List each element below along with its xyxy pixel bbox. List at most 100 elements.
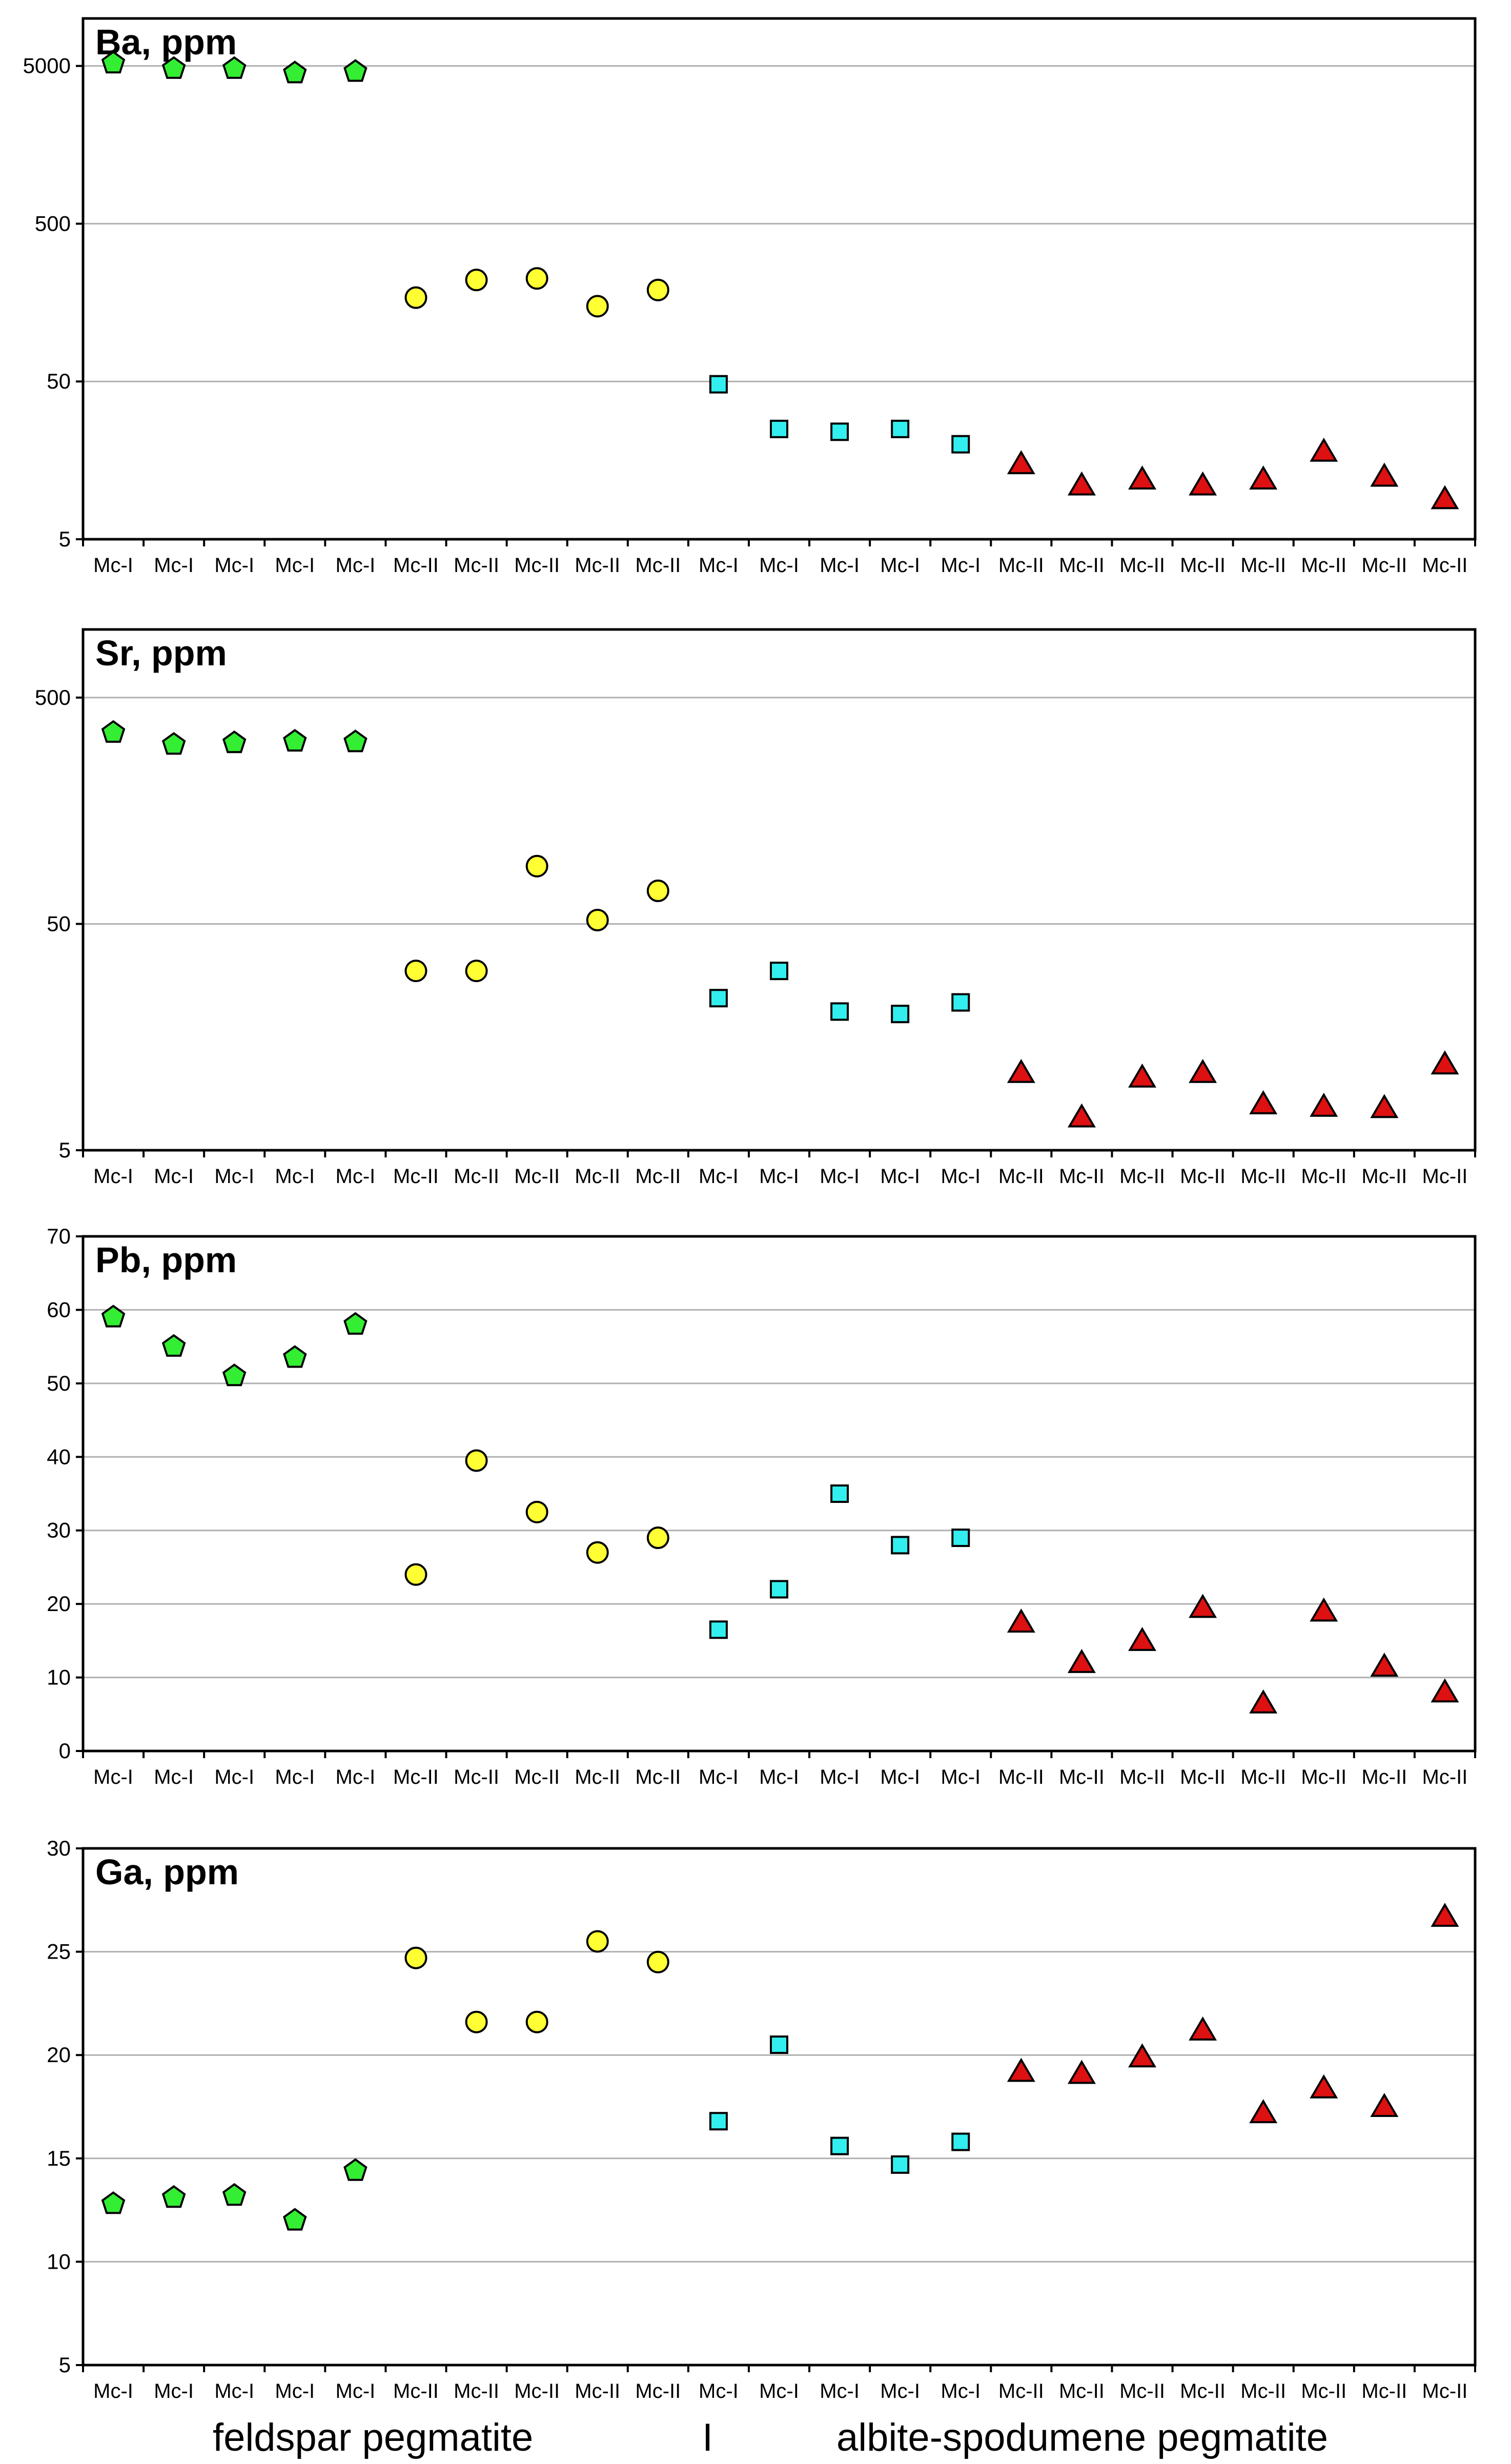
y-tick-label-4: 25 bbox=[47, 1940, 71, 1964]
y-tick-label-3: 5000 bbox=[23, 54, 71, 78]
data-point-square-14 bbox=[951, 1529, 970, 1547]
x-tick-label-1: Mc-I bbox=[154, 2380, 194, 2402]
data-point-pentagon-3 bbox=[283, 729, 307, 752]
x-tick-label-12: Mc-I bbox=[820, 2380, 860, 2402]
x-tick-label-2: Mc-I bbox=[214, 1165, 254, 1188]
x-tick-label-18: Mc-II bbox=[1180, 2380, 1226, 2402]
x-tick-label-17: Mc-II bbox=[1119, 1766, 1165, 1788]
x-tick-label-3: Mc-I bbox=[275, 1766, 315, 1788]
y-tick-label-5: 50 bbox=[47, 1371, 71, 1395]
x-tick-label-6: Mc-II bbox=[454, 1165, 499, 1188]
x-tick-label-7: Mc-II bbox=[514, 1165, 560, 1188]
data-point-circle-8 bbox=[586, 1541, 609, 1564]
y-tick-label-2: 500 bbox=[35, 211, 71, 235]
data-point-triangle-17 bbox=[1128, 1626, 1157, 1651]
x-tick-label-18: Mc-II bbox=[1180, 554, 1226, 577]
series-3 bbox=[1007, 1050, 1459, 1128]
data-point-pentagon-3 bbox=[283, 60, 307, 84]
x-tick-label-5: Mc-II bbox=[393, 1766, 439, 1788]
data-point-circle-5 bbox=[404, 960, 427, 983]
series-3 bbox=[1007, 1594, 1459, 1714]
data-point-circle-5 bbox=[404, 1946, 427, 1969]
data-point-triangle-16 bbox=[1067, 471, 1096, 496]
y-tick-label-3: 20 bbox=[47, 2043, 71, 2067]
data-point-triangle-15 bbox=[1007, 2058, 1035, 2082]
x-tick-label-13: Mc-I bbox=[880, 1766, 920, 1788]
y-tick-label-4: 40 bbox=[47, 1444, 71, 1469]
x-tick-label-12: Mc-I bbox=[820, 1165, 860, 1188]
data-point-triangle-16 bbox=[1067, 1103, 1096, 1128]
chart-panel-0: 5 50 500 5000 Mc-I Mc-I Mc-I Mc-I Mc-I Mc-II Mc-II… bbox=[23, 17, 1477, 577]
data-point-square-11 bbox=[770, 962, 788, 981]
x-tick-label-22: Mc-II bbox=[1422, 554, 1468, 577]
x-tick-label-16: Mc-II bbox=[1059, 1165, 1105, 1188]
data-point-circle-9 bbox=[646, 879, 669, 902]
x-tick-label-4: Mc-I bbox=[336, 554, 376, 577]
x-tick-label-13: Mc-I bbox=[880, 1165, 920, 1188]
y-tick-label-0: 5 bbox=[59, 527, 71, 551]
data-point-triangle-21 bbox=[1370, 1094, 1399, 1118]
data-point-pentagon-0 bbox=[101, 1305, 126, 1328]
data-point-square-12 bbox=[830, 1002, 849, 1021]
series-0 bbox=[101, 720, 367, 755]
series-1 bbox=[404, 1449, 669, 1586]
chart-title: Pb, ppm bbox=[95, 1240, 237, 1280]
x-tick-label-5: Mc-II bbox=[393, 1165, 439, 1188]
data-point-triangle-20 bbox=[1310, 1092, 1338, 1117]
data-point-pentagon-0 bbox=[101, 50, 126, 74]
x-tick-label-19: Mc-II bbox=[1240, 1165, 1286, 1188]
data-point-square-10 bbox=[709, 2112, 728, 2131]
data-point-triangle-15 bbox=[1007, 450, 1035, 475]
x-tick-label-15: Mc-II bbox=[998, 1165, 1044, 1188]
x-tick-label-8: Mc-II bbox=[575, 1165, 620, 1188]
series-2 bbox=[709, 1484, 970, 1639]
x-tick-label-10: Mc-I bbox=[699, 1766, 739, 1788]
x-tick-label-19: Mc-II bbox=[1240, 2380, 1286, 2402]
data-point-circle-6 bbox=[465, 2010, 488, 2033]
data-point-triangle-17 bbox=[1128, 1063, 1157, 1088]
y-tick-label-1: 50 bbox=[47, 369, 71, 393]
data-point-pentagon-1 bbox=[161, 56, 186, 79]
x-tick-label-11: Mc-I bbox=[759, 1165, 799, 1188]
data-point-pentagon-0 bbox=[101, 720, 126, 743]
x-tick-label-22: Mc-II bbox=[1422, 2380, 1468, 2402]
chart-title: Ga, ppm bbox=[95, 1852, 239, 1892]
x-tick-label-2: Mc-I bbox=[214, 2380, 254, 2402]
series-1 bbox=[404, 267, 669, 318]
data-point-circle-7 bbox=[525, 854, 548, 878]
plot-frame bbox=[81, 1235, 1477, 1753]
y-tick-label-7: 70 bbox=[47, 1224, 71, 1248]
x-tick-label-1: Mc-I bbox=[154, 1165, 194, 1188]
x-tick-label-20: Mc-II bbox=[1301, 554, 1346, 577]
x-tick-label-0: Mc-I bbox=[93, 554, 133, 577]
data-point-triangle-22 bbox=[1431, 485, 1459, 510]
albite-spodumene-pegmatite-label: albite-spodumene pegmatite bbox=[836, 2416, 1329, 2459]
x-tick-label-22: Mc-II bbox=[1422, 1766, 1468, 1788]
x-tick-label-10: Mc-I bbox=[699, 1165, 739, 1188]
series-1 bbox=[404, 1930, 669, 2033]
chart-title: Sr, ppm bbox=[95, 633, 227, 673]
y-tick-label-0: 0 bbox=[59, 1739, 71, 1763]
data-point-circle-9 bbox=[646, 1950, 669, 1973]
x-tick-label-5: Mc-II bbox=[393, 2380, 439, 2402]
x-tick-label-12: Mc-I bbox=[820, 554, 860, 577]
x-tick-label-19: Mc-II bbox=[1240, 554, 1286, 577]
x-tick-label-9: Mc-II bbox=[635, 1766, 681, 1788]
x-tick-label-7: Mc-II bbox=[514, 1766, 560, 1788]
data-point-circle-5 bbox=[404, 286, 427, 309]
x-tick-label-11: Mc-I bbox=[759, 554, 799, 577]
series-3 bbox=[1007, 437, 1459, 510]
series-3 bbox=[1007, 1903, 1459, 2124]
data-point-triangle-15 bbox=[1007, 1058, 1035, 1083]
feldspar-pegmatite-label: feldspar pegmatite bbox=[213, 2416, 534, 2459]
data-point-square-12 bbox=[830, 1484, 849, 1503]
x-tick-label-17: Mc-II bbox=[1119, 1165, 1165, 1188]
data-point-pentagon-1 bbox=[161, 1334, 186, 1357]
data-point-triangle-21 bbox=[1370, 1653, 1399, 1677]
data-point-circle-5 bbox=[404, 1563, 427, 1586]
x-tick-label-21: Mc-II bbox=[1361, 1165, 1407, 1188]
x-tick-label-7: Mc-II bbox=[514, 554, 560, 577]
plot-frame bbox=[81, 1847, 1477, 2367]
x-tick-label-16: Mc-II bbox=[1059, 554, 1105, 577]
data-point-triangle-19 bbox=[1249, 1090, 1278, 1114]
